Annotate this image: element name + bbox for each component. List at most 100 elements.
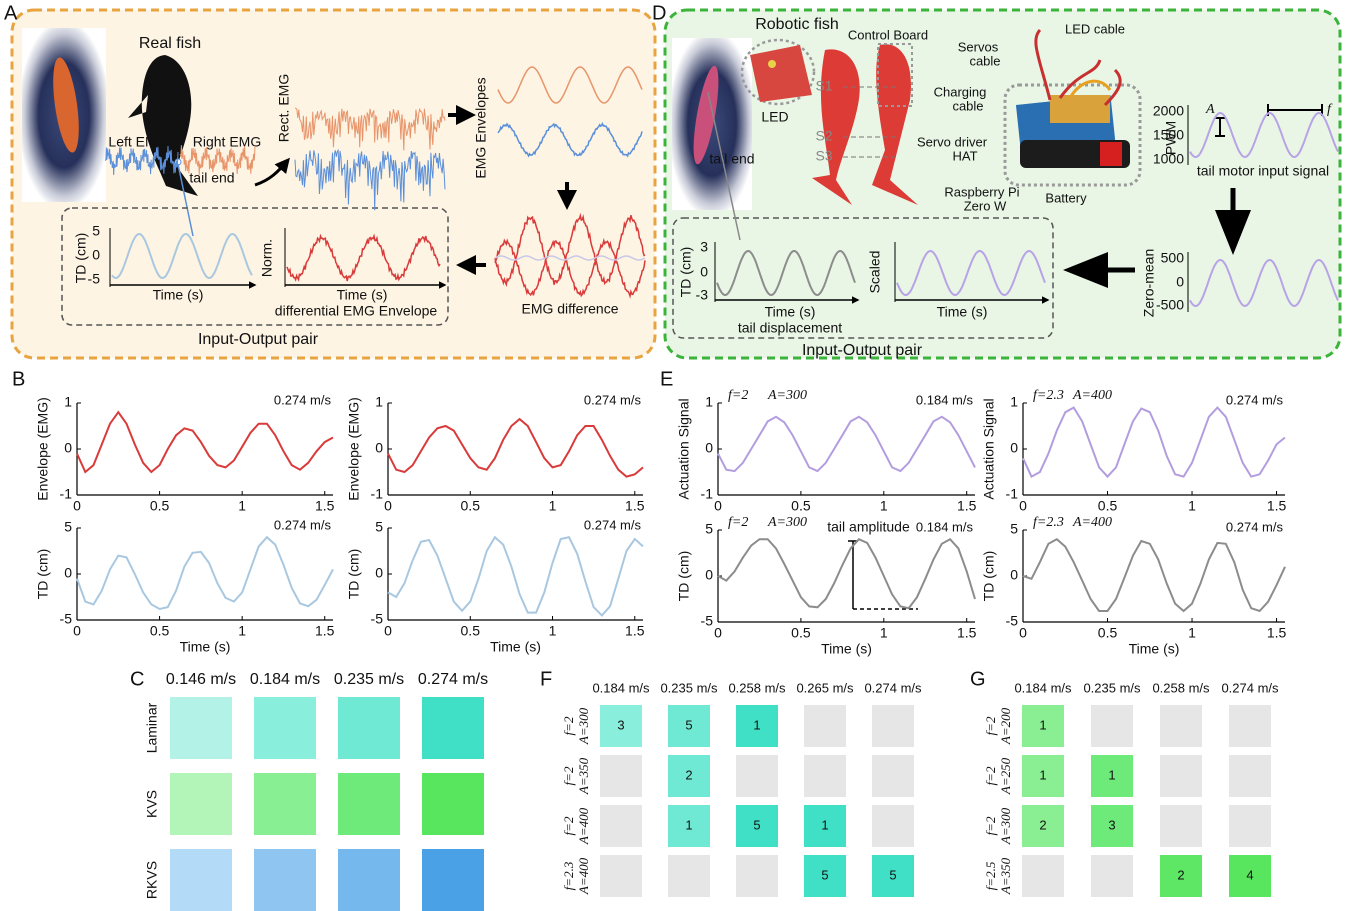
column-label: 0.146 m/s [166, 671, 236, 688]
empty-cell [1229, 705, 1271, 747]
connector [707, 91, 741, 241]
label: Right EMG [193, 134, 261, 150]
decorative-trace [111, 232, 253, 280]
x-tick-label: 1.5 [1267, 498, 1287, 514]
y-tick-label: 0 [64, 565, 72, 581]
x-tick-label: 1.5 [315, 623, 335, 639]
data-line [1022, 537, 1286, 613]
decorative-trace [286, 233, 441, 282]
data-line [1022, 406, 1286, 479]
y-tick-label: -5 [371, 611, 384, 627]
count-cell [668, 805, 710, 847]
axis-label: Time (s) [937, 304, 988, 320]
y-axis-label: TD (cm) [35, 549, 51, 600]
heatmap-cell [338, 773, 400, 835]
tick-label: 0 [1176, 274, 1184, 290]
heatmap-cell [422, 849, 484, 911]
column-label: 0.274 m/s [864, 680, 922, 695]
y-axis-label: TD (cm) [346, 549, 362, 600]
x-tick-label: 0.5 [150, 498, 170, 514]
data-line [387, 535, 644, 617]
x-axis-label: Time (s) [180, 639, 231, 655]
panel-label: E [660, 368, 673, 390]
label: Raspberry Pi [944, 184, 1019, 199]
count-cell [872, 855, 914, 897]
row-label: f=2 [983, 766, 998, 785]
board [1050, 95, 1110, 123]
count-cell [600, 705, 642, 747]
arrow [254, 157, 290, 187]
label: Control Board [848, 27, 928, 42]
row-label: A=350 [576, 757, 591, 795]
empty-cell [600, 755, 642, 797]
x-tick-label: 0 [73, 623, 81, 639]
count-cell [1229, 855, 1271, 897]
axis-label: PWM [1163, 121, 1179, 155]
x-tick-label: 0 [714, 625, 722, 641]
x-tick-label: 1.5 [957, 498, 977, 514]
row-label: f=2.3 [561, 861, 576, 890]
panel-label: B [12, 368, 25, 390]
empty-cell [1022, 855, 1064, 897]
decorative-trace [494, 212, 646, 288]
symbol: f [1327, 102, 1333, 117]
cell-value: 1 [753, 717, 760, 732]
y-tick-label: 1 [375, 394, 383, 410]
heatmap-cell [170, 849, 232, 911]
row-label: A=300 [998, 807, 1013, 845]
speed-annotation: 0.184 m/s [916, 392, 974, 407]
column-label: 0.258 m/s [728, 680, 786, 695]
y-tick-label: 0 [375, 565, 383, 581]
x-tick-label: 1.5 [625, 498, 645, 514]
speed-annotation: 0.274 m/s [274, 392, 332, 407]
x-tick-label: 0.5 [461, 623, 481, 639]
empty-cell [1160, 755, 1202, 797]
heatmap-cell [338, 849, 400, 911]
tick-label: 1500 [1153, 127, 1184, 143]
row-label: f=2 [561, 766, 576, 785]
x-tick-label: 1 [880, 625, 888, 641]
y-tick-label: 5 [64, 519, 72, 535]
x-axis-label: Time (s) [821, 641, 872, 657]
heatmap-cell [254, 697, 316, 759]
column-label: 0.184 m/s [250, 671, 320, 688]
row-label: Laminar [144, 702, 160, 753]
cell-value: 1 [1108, 767, 1115, 782]
symbol: A [1205, 102, 1215, 117]
tick-label: -3 [696, 287, 709, 303]
axis-label: TD (cm) [73, 233, 89, 284]
empty-cell [600, 855, 642, 897]
row-label: RKVS [144, 861, 160, 899]
battery-cap [1100, 142, 1122, 166]
y-tick-label: -1 [701, 486, 714, 502]
x-tick-label: 0 [73, 498, 81, 514]
label: LED [761, 109, 788, 125]
decorative-trace [497, 121, 643, 158]
heatmap-cell [422, 697, 484, 759]
cell-value: 2 [685, 767, 692, 782]
fish-silhouette [128, 55, 198, 196]
panel-label: A [4, 2, 18, 24]
parameter: f=2 [728, 388, 748, 403]
axis-label: Scaled [867, 251, 883, 294]
cable [1068, 79, 1112, 99]
label: Left EMG [108, 134, 167, 150]
empty-cell [1160, 805, 1202, 847]
robot-body [872, 44, 918, 206]
parameter: A=400 [1072, 515, 1112, 530]
empty-cell [1160, 705, 1202, 747]
row-label: A=200 [998, 707, 1013, 745]
y-tick-label: 5 [705, 521, 713, 537]
column-label: 0.258 m/s [1152, 680, 1210, 695]
cell-value: 5 [889, 867, 896, 882]
y-tick-label: 1 [64, 394, 72, 410]
y-axis-label: Actuation Signal [676, 398, 692, 499]
column-label: 0.184 m/s [592, 680, 650, 695]
parameter: f=2.3 [1033, 388, 1064, 403]
axis-label: Time (s) [337, 287, 388, 303]
panel-label: D [652, 2, 666, 24]
label: tail end [709, 151, 754, 167]
y-axis-label: Envelope (EMG) [346, 397, 362, 500]
